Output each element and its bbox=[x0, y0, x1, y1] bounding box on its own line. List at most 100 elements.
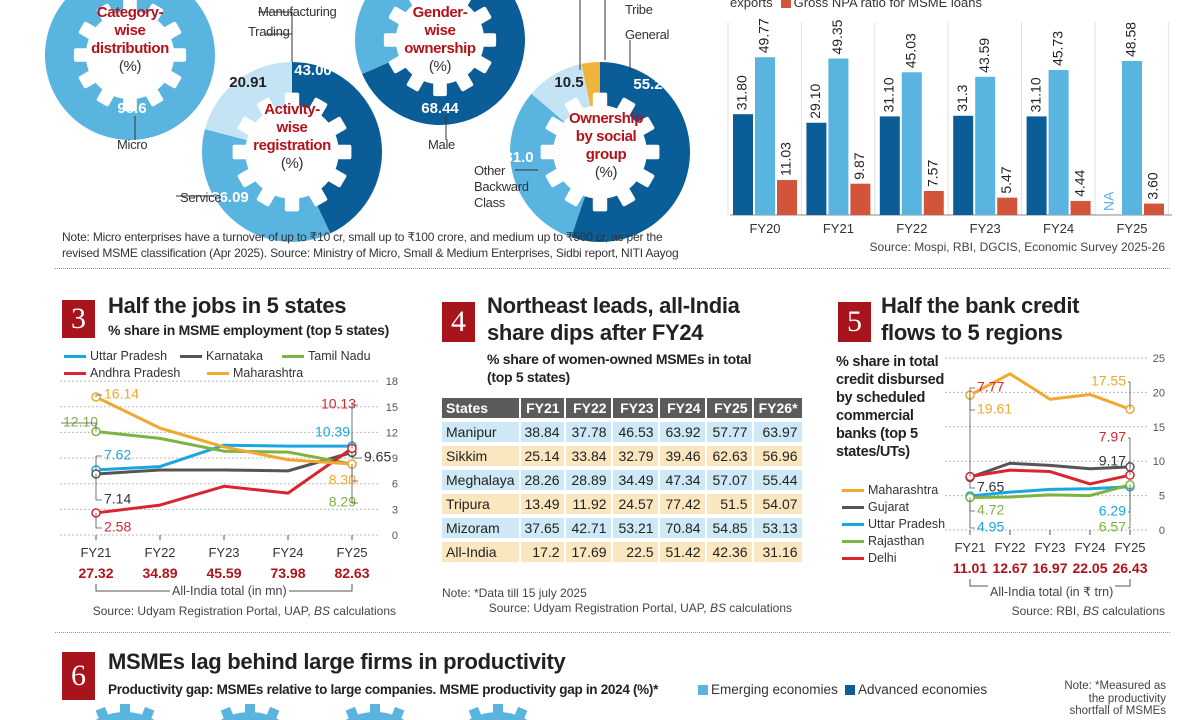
column-header: States bbox=[442, 398, 519, 418]
label-line: Class bbox=[474, 195, 506, 210]
value-general: 55.2 bbox=[633, 76, 663, 93]
gear-title-line: wise bbox=[424, 22, 456, 39]
bar-value-label: 31.10 bbox=[881, 77, 897, 112]
label-leader bbox=[1128, 484, 1131, 529]
legend-item: Delhi bbox=[842, 551, 897, 565]
gear-title-line: registration bbox=[253, 137, 331, 154]
point-value-label: 4.95 bbox=[977, 519, 1004, 535]
bar bbox=[733, 114, 753, 215]
gear-tooth bbox=[284, 193, 300, 212]
point-value-label: 4.72 bbox=[977, 502, 1004, 518]
bar-value-label: 49.77 bbox=[756, 18, 772, 53]
leader-line bbox=[265, 33, 293, 58]
x-tick-label: FY21 bbox=[823, 221, 854, 236]
table-row: Manipur 38.84 37.78 46.53 63.92 57.77 63.97 bbox=[442, 422, 802, 442]
value-cell: 77.42 bbox=[659, 494, 705, 514]
bar-value-label: 4.44 bbox=[1071, 169, 1087, 196]
x-tick-label: FY21 bbox=[954, 540, 985, 555]
point-value-label: 10.13 bbox=[321, 396, 356, 412]
source-text: calculations bbox=[725, 601, 792, 615]
gear-hub bbox=[395, 0, 485, 85]
series-line bbox=[95, 447, 353, 515]
gear-tooth bbox=[144, 3, 164, 24]
state-cell: Mizoram bbox=[442, 518, 519, 538]
section-4-note: Note: *Data till 15 july 2025 bbox=[442, 586, 587, 600]
note-line: Note: *Measured as bbox=[1064, 680, 1166, 692]
source-em: BS bbox=[709, 601, 726, 615]
point-value-label: 7.77 bbox=[977, 379, 1004, 395]
gear-title-line: Category- bbox=[96, 4, 164, 21]
state-cell: Manipur bbox=[442, 422, 519, 442]
value-cell: 28.26 bbox=[520, 470, 564, 490]
section-5-description: % share in total credit disbursed by sch… bbox=[836, 353, 944, 461]
gear-tooth bbox=[96, 86, 116, 107]
bar-value-label: 11.03 bbox=[778, 142, 794, 176]
section-6-title: MSMEs lag behind large firms in producti… bbox=[108, 649, 566, 674]
value-cell: 47.34 bbox=[659, 470, 705, 490]
value-cell: 70.84 bbox=[659, 518, 705, 538]
bar-value-label: 5.47 bbox=[998, 166, 1014, 193]
gear-tooth bbox=[78, 21, 99, 41]
total-label: 34.89 bbox=[142, 565, 177, 581]
bar-value-label: 31.3 bbox=[954, 84, 970, 111]
legend-label: Rajasthan bbox=[868, 534, 925, 548]
gear-title-gender: Gender- wise ownership (%) bbox=[404, 4, 476, 76]
legend-swatch bbox=[845, 684, 855, 695]
gear-unit: (%) bbox=[428, 58, 452, 75]
gear-tooth bbox=[390, 706, 405, 720]
table-row: All-India 17.2 17.69 22.5 51.42 42.36 31.16 bbox=[442, 542, 802, 562]
description-line: commercial bbox=[836, 408, 914, 424]
value-cell: 63.97 bbox=[753, 422, 802, 442]
x-tick-label: FY22 bbox=[144, 545, 175, 560]
gear-tooth bbox=[388, 54, 409, 74]
column-header: FY21 bbox=[520, 398, 564, 418]
value-cell: 17.69 bbox=[565, 542, 611, 562]
description-line: by scheduled bbox=[836, 390, 926, 406]
point-value-label: 7.62 bbox=[104, 447, 131, 463]
series-line bbox=[969, 468, 1131, 486]
label-leader bbox=[61, 422, 97, 432]
description-line: credit disbursed bbox=[836, 372, 945, 388]
value-cell: 57.07 bbox=[706, 470, 752, 490]
source-em: BS bbox=[1082, 604, 1099, 618]
point-value-label: 6.29 bbox=[1099, 503, 1126, 519]
value-cell: 32.79 bbox=[612, 446, 658, 466]
value-cell: 24.57 bbox=[612, 494, 658, 514]
gear-tooth bbox=[144, 86, 164, 107]
label-obc: Other Backward Class bbox=[474, 163, 529, 211]
gear-tooth bbox=[540, 144, 559, 160]
series-line bbox=[969, 483, 1131, 500]
top-note: Note: Micro enterprises have a turnover … bbox=[62, 229, 679, 261]
value-cell: 37.65 bbox=[520, 518, 564, 538]
divider bbox=[55, 268, 1170, 269]
value-cell: 57.77 bbox=[706, 422, 752, 442]
label-leader bbox=[351, 404, 358, 449]
gear-tooth bbox=[632, 116, 655, 137]
note-line: Note: Micro enterprises have a turnover … bbox=[62, 230, 663, 244]
bar-value-label: 7.57 bbox=[925, 160, 941, 187]
source-text: calculations bbox=[329, 604, 396, 618]
note-line: shortfall of MSMEs bbox=[1069, 705, 1167, 717]
value-cell: 13.49 bbox=[520, 494, 564, 514]
series-line bbox=[95, 430, 353, 466]
series-line bbox=[969, 485, 1131, 498]
gear-tooth bbox=[169, 48, 187, 62]
gear-tooth bbox=[406, 0, 426, 9]
x-tick-label: FY24 bbox=[1043, 221, 1074, 236]
value-cell: 42.71 bbox=[565, 518, 611, 538]
source-text: Source: RBI, bbox=[1011, 604, 1083, 618]
legend-item: Maharashtra bbox=[842, 483, 938, 497]
label-general: General bbox=[625, 27, 670, 42]
gear-title-line: ownership bbox=[404, 40, 476, 57]
total-label: 73.98 bbox=[270, 565, 305, 581]
total-label: 12.67 bbox=[992, 560, 1027, 576]
source-em: BS bbox=[313, 604, 330, 618]
value-cell: 55.44 bbox=[753, 470, 802, 490]
gear-title-activity: Activity- wise registration (%) bbox=[253, 101, 331, 173]
gear-tooth bbox=[564, 184, 585, 207]
section-6-subtitle: Productivity gap: MSMEs relative to larg… bbox=[108, 682, 659, 697]
gear-title-line: distribution bbox=[91, 40, 169, 57]
gear-tooth bbox=[73, 48, 91, 62]
description-line: % share in total bbox=[836, 354, 939, 370]
state-cell: Meghalaya bbox=[442, 470, 519, 490]
